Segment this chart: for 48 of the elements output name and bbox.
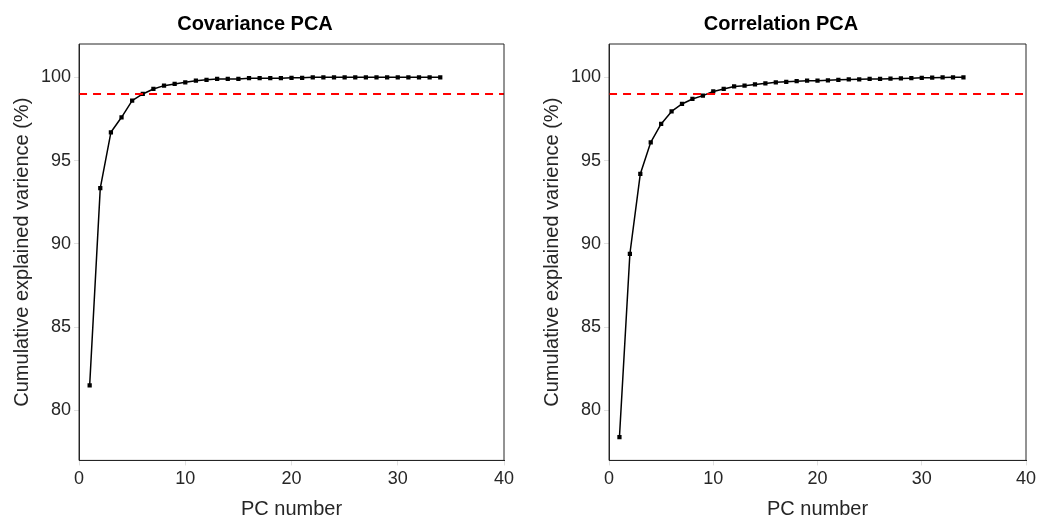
point <box>763 81 768 86</box>
point <box>846 77 851 82</box>
x-tick-label: 40 <box>493 468 515 489</box>
x-tick-label: 20 <box>807 468 828 489</box>
point <box>898 76 904 81</box>
point <box>374 75 379 80</box>
point <box>961 75 966 80</box>
x-tick-label: 0 <box>74 468 85 489</box>
x-tick-label: 0 <box>604 468 615 489</box>
x-tick-label: 10 <box>703 468 724 489</box>
point <box>236 76 241 82</box>
x-axis-title: PC number <box>240 496 343 519</box>
point <box>289 75 294 80</box>
x-axis-title: PC number <box>766 496 869 519</box>
y-axis-title: Cumulative explained varience (%) <box>9 97 32 407</box>
point <box>406 75 411 80</box>
x-tick-label: 30 <box>911 468 932 489</box>
point <box>940 75 945 80</box>
y-tick-label: 90 <box>51 232 72 253</box>
point <box>321 75 326 80</box>
point <box>119 115 124 120</box>
point <box>732 84 737 89</box>
point <box>617 434 622 440</box>
y-tick-label: 95 <box>51 149 72 170</box>
point <box>888 76 893 81</box>
x-tick-label: 10 <box>175 468 196 489</box>
y-axis-title: Cumulative explained varience (%) <box>539 97 562 407</box>
x-tick-label: 20 <box>281 468 302 489</box>
y-tick-label: 85 <box>581 316 602 337</box>
y-tick-label: 100 <box>570 66 602 87</box>
y-tick-label: 95 <box>581 149 602 170</box>
y-tick-label: 100 <box>40 66 72 87</box>
y-tick-label: 80 <box>581 399 602 420</box>
y-tick-label: 80 <box>51 399 72 420</box>
chart-title: Correlation PCA <box>703 11 859 34</box>
y-tick-label: 85 <box>51 316 72 337</box>
point <box>815 78 820 83</box>
point <box>752 82 758 87</box>
x-tick-label: 40 <box>1015 468 1037 489</box>
chart-title: Covariance PCA <box>177 11 333 34</box>
point <box>151 86 156 92</box>
point <box>87 383 92 388</box>
y-tick-label: 90 <box>581 232 602 253</box>
point <box>690 96 695 102</box>
point <box>669 109 674 114</box>
point <box>742 83 747 88</box>
point <box>204 77 209 82</box>
x-tick-label: 30 <box>387 468 408 489</box>
